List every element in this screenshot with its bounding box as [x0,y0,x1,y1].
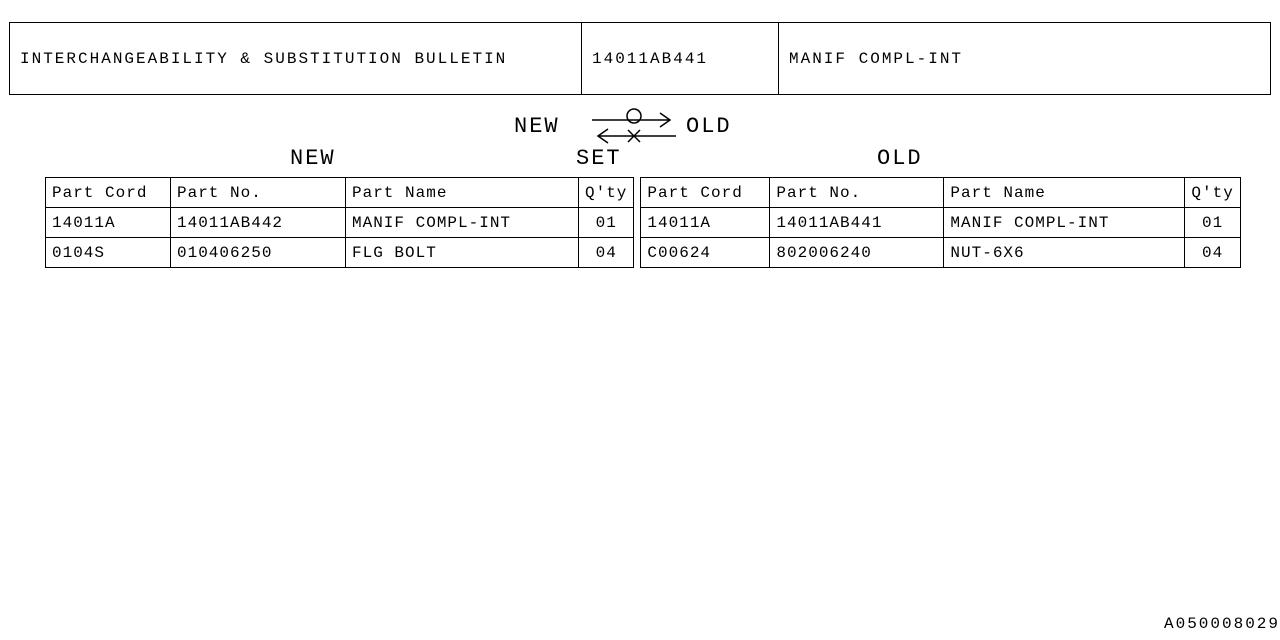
cell-part-cord: 14011A [641,208,770,238]
table-header-row: Part Cord Part No. Part Name Q'ty [641,178,1240,208]
header-part-name-col: Part Name [346,178,579,208]
cell-part-name: MANIF COMPL-INT [346,208,579,238]
diagram-set-label: SET [576,146,622,171]
cell-part-no: 802006240 [770,238,944,268]
cell-qty: 04 [579,238,634,268]
header-title-cell: INTERCHANGEABILITY & SUBSTITUTION BULLET… [10,23,582,94]
header-part-no: Part No. [171,178,346,208]
cell-part-no: 14011AB442 [171,208,346,238]
header-part-cord: Part Cord [641,178,770,208]
table-row: 0104S 010406250 FLG BOLT 04 [46,238,634,268]
header-part-name: MANIF COMPL-INT [789,50,963,68]
cell-part-cord: C00624 [641,238,770,268]
table-header-row: Part Cord Part No. Part Name Q'ty [46,178,634,208]
cell-part-name: MANIF COMPL-INT [944,208,1185,238]
cell-part-cord: 14011A [46,208,171,238]
section-old-label: OLD [877,146,923,171]
cell-part-name: FLG BOLT [346,238,579,268]
cell-part-cord: 0104S [46,238,171,268]
header-qty: Q'ty [1185,178,1240,208]
diagram-old-label: OLD [686,114,732,139]
cell-part-name: NUT-6X6 [944,238,1185,268]
header-partname-cell: MANIF COMPL-INT [779,23,1270,94]
cell-qty: 01 [579,208,634,238]
new-parts-table: Part Cord Part No. Part Name Q'ty 14011A… [45,177,634,268]
tables-container: Part Cord Part No. Part Name Q'ty 14011A… [45,177,1241,268]
new-old-diagram: NEW OLD SET [514,106,746,166]
drawing-number: A050008029 [1164,615,1280,633]
cell-part-no: 010406250 [171,238,346,268]
header-box: INTERCHANGEABILITY & SUBSTITUTION BULLET… [9,22,1271,95]
header-qty: Q'ty [579,178,634,208]
section-new-label: NEW [290,146,336,171]
cell-qty: 04 [1185,238,1240,268]
cell-part-no: 14011AB441 [770,208,944,238]
table-row: 14011A 14011AB441 MANIF COMPL-INT 01 [641,208,1240,238]
table-row: 14011A 14011AB442 MANIF COMPL-INT 01 [46,208,634,238]
header-part-cord: Part Cord [46,178,171,208]
header-part-no: Part No. [770,178,944,208]
diagram-arrows-icon [590,106,678,146]
table-row: C00624 802006240 NUT-6X6 04 [641,238,1240,268]
header-title: INTERCHANGEABILITY & SUBSTITUTION BULLET… [20,50,507,68]
header-partno-cell: 14011AB441 [582,23,779,94]
header-part-number: 14011AB441 [592,50,708,68]
header-part-name-col: Part Name [944,178,1185,208]
diagram-new-label: NEW [514,114,560,139]
cell-qty: 01 [1185,208,1240,238]
old-parts-table: Part Cord Part No. Part Name Q'ty 14011A… [640,177,1240,268]
